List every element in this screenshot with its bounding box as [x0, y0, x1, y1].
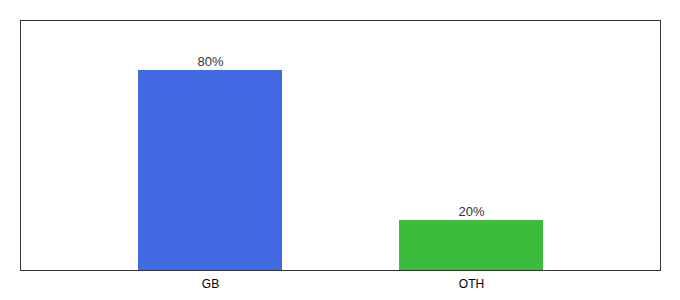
svg-text:OTH: OTH — [459, 277, 484, 291]
svg-text:80%: 80% — [197, 54, 223, 69]
svg-text:GB: GB — [202, 277, 219, 291]
svg-text:20%: 20% — [458, 204, 484, 219]
